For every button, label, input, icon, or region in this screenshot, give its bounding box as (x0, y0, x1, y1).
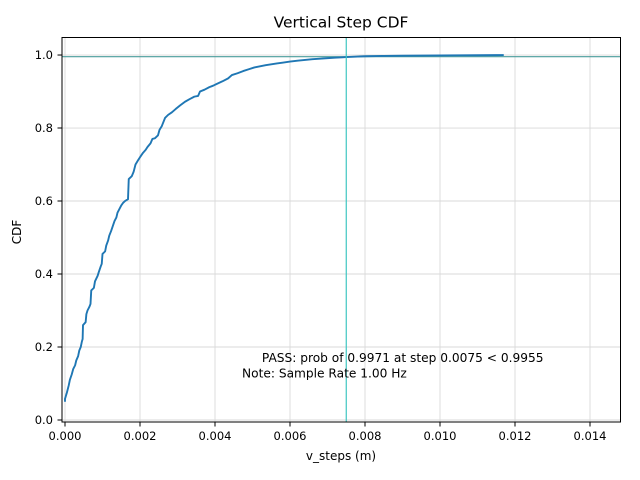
y-axis-label: CDF (10, 220, 24, 245)
y-tick-label: 1.0 (35, 48, 53, 62)
cdf-curve (64, 54, 504, 402)
y-tick-label: 0.6 (35, 194, 53, 208)
y-tick-label: 0.8 (35, 121, 53, 135)
note-annotation: Note: Sample Rate 1.00 Hz (242, 366, 407, 380)
x-axis-label: v_steps (m) (306, 449, 376, 463)
y-tick-label: 0.2 (35, 340, 53, 354)
plot-area: 0.000 0.002 0.004 0.006 0.008 0.010 0.012 0.014… (35, 37, 621, 443)
x-tick-label: 0.002 (124, 429, 157, 443)
x-tick-label: 0.004 (199, 429, 232, 443)
chart-title: Vertical Step CDF (274, 14, 409, 32)
x-tick-label: 0.012 (499, 429, 532, 443)
x-tick-label: 0.006 (274, 429, 307, 443)
x-tick-label: 0.010 (424, 429, 457, 443)
x-tick-label: 0.000 (49, 429, 82, 443)
pass-annotation: PASS: prob of 0.9971 at step 0.0075 < 0.… (262, 351, 544, 365)
axes-spines (61, 37, 621, 423)
x-tick-label: 0.008 (349, 429, 382, 443)
x-tick-label: 0.014 (574, 429, 607, 443)
y-tick-label: 0.4 (35, 267, 53, 281)
y-tick-label: 0.0 (35, 413, 53, 427)
